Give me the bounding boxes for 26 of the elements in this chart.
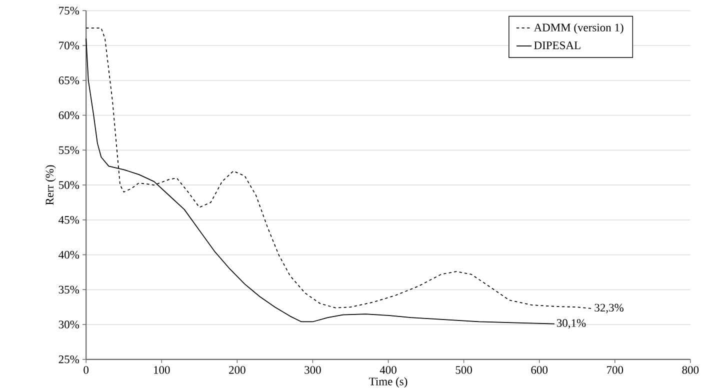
- annotation: 32,3%: [594, 304, 624, 314]
- y-tick-label: 25%: [58, 355, 80, 364]
- y-axis-title: Rerr (%): [45, 165, 56, 205]
- y-tick-label: 45%: [58, 216, 80, 224]
- x-tick-label: 300: [304, 366, 321, 374]
- y-tick-label: 55%: [59, 146, 80, 154]
- x-tick-label: 100: [154, 366, 170, 374]
- y-tick-label: 65%: [58, 76, 80, 84]
- x-tick-label: 800: [682, 366, 699, 374]
- x-tick-label: 0: [84, 366, 89, 374]
- x-tick-label: 700: [607, 366, 624, 374]
- y-tick-label: 60%: [58, 111, 80, 120]
- annotation: 30,1%: [556, 318, 586, 328]
- y-tick-label: 50%: [59, 180, 80, 189]
- x-axis-title: Time (s): [369, 377, 408, 388]
- y-tick-label: 70%: [59, 41, 80, 50]
- legend-label: ADMM (version 1): [534, 23, 624, 34]
- x-tick-label: 500: [456, 366, 472, 374]
- y-tick-label: 75%: [59, 6, 80, 14]
- legend-label: DIPESAL: [534, 41, 580, 50]
- y-tick-label: 30%: [58, 320, 80, 328]
- y-tick-label: 35%: [58, 286, 80, 294]
- x-tick-label: 600: [531, 366, 548, 374]
- y-tick-label: 40%: [58, 250, 80, 259]
- x-tick-label: 400: [380, 366, 396, 374]
- x-tick-label: 200: [229, 366, 246, 374]
